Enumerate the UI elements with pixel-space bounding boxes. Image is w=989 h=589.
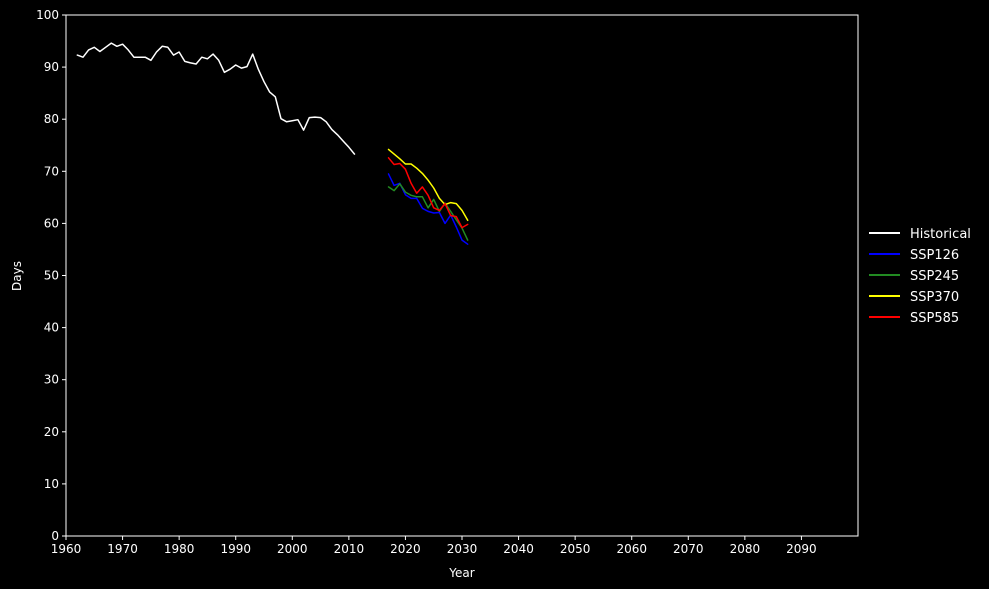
x-axis-title: Year (448, 566, 474, 580)
y-tick-label: 10 (44, 477, 59, 491)
x-tick-label: 2090 (786, 542, 817, 556)
x-tick-label: 2080 (730, 542, 761, 556)
y-axis-title: Days (10, 261, 24, 291)
y-tick-label: 60 (44, 216, 59, 230)
x-tick-label: 2010 (334, 542, 365, 556)
series-line-ssp585 (387, 157, 469, 229)
x-tick-label: 2030 (447, 542, 478, 556)
x-tick-label: 1980 (164, 542, 195, 556)
x-tick-label: 2070 (673, 542, 704, 556)
series-line-ssp370 (387, 148, 469, 222)
y-tick-label: 40 (44, 321, 59, 335)
y-tick-label: 20 (44, 425, 59, 439)
y-axis: 0 10 20 30 40 50 60 70 80 90 100 (36, 8, 66, 543)
y-tick-label: 70 (44, 164, 59, 178)
y-tick-label: 0 (51, 529, 59, 543)
x-axis: 1960 1970 1980 1990 2000 2010 2020 2030 2040 2050… (51, 536, 817, 556)
y-tick-label: 100 (36, 8, 59, 22)
legend: Historical SSP126 SSP245 SSP370 SSP585 (869, 227, 971, 326)
legend-label-ssp245: SSP245 (910, 269, 959, 284)
y-tick-label: 50 (44, 269, 59, 283)
legend-label-ssp585: SSP585 (910, 311, 959, 326)
legend-label-ssp126: SSP126 (910, 248, 959, 263)
series-layer (76, 42, 469, 245)
x-tick-label: 2040 (503, 542, 534, 556)
y-tick-label: 30 (44, 373, 59, 387)
series-line-historical (76, 42, 356, 155)
x-tick-label: 1990 (220, 542, 251, 556)
x-tick-label: 1970 (107, 542, 138, 556)
y-tick-label: 90 (44, 60, 59, 74)
x-tick-label: 2060 (616, 542, 647, 556)
x-tick-label: 2000 (277, 542, 308, 556)
legend-label-ssp370: SSP370 (910, 290, 959, 305)
x-tick-label: 1960 (51, 542, 82, 556)
x-tick-label: 2020 (390, 542, 421, 556)
x-tick-label: 2050 (560, 542, 591, 556)
y-tick-label: 80 (44, 112, 59, 126)
legend-label-historical: Historical (910, 227, 971, 242)
